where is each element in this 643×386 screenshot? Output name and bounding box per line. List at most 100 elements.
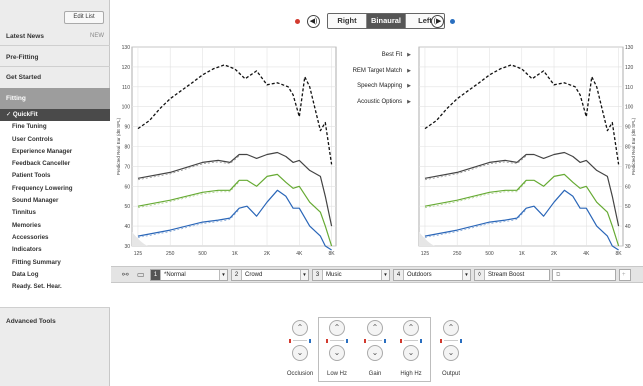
high-hz-down-button[interactable]: ⌄ xyxy=(403,345,419,361)
sidebar-item-ready-set-hear[interactable]: Ready. Set. Hear. xyxy=(12,283,62,291)
gain-curve xyxy=(424,151,620,227)
gain-curve xyxy=(424,189,619,251)
sidebar-item-indicators[interactable]: Indicators xyxy=(12,246,42,254)
program-3[interactable]: 3 Music ▼ xyxy=(312,269,390,281)
sidebar-item-quickfit[interactable]: ✓ QuickFit xyxy=(0,109,110,122)
sidebar-item-data-log[interactable]: Data Log xyxy=(12,270,39,278)
x-tick-label: 1K xyxy=(232,251,239,257)
sidebar-item-frequency-lowering[interactable]: Frequency Lowering xyxy=(12,184,73,192)
sidebar-item-fitting[interactable]: Fitting xyxy=(0,88,110,109)
y-tick-label: 90 xyxy=(124,125,130,131)
sidebar-item-latest-news[interactable]: Latest News NEW xyxy=(0,33,110,40)
y-tick-label: 30 xyxy=(625,244,631,250)
high-hz-up-button[interactable]: ⌃ xyxy=(403,320,419,336)
mpo-line xyxy=(424,64,620,165)
link-icon[interactable]: ⚯ xyxy=(122,270,129,279)
output-up-button[interactable]: ⌃ xyxy=(443,320,459,336)
main-panel: ◀) Right Binaural Left (▶ 30 40 50 60 70 80 90… xyxy=(111,0,643,386)
sidebar-item-advanced-tools[interactable]: Advanced Tools xyxy=(6,318,56,325)
chevron-up-icon: ⌃ xyxy=(407,323,415,332)
dropdown-arrow-icon[interactable]: ▼ xyxy=(381,270,389,280)
target-curve xyxy=(424,181,527,208)
divider xyxy=(0,66,110,67)
divider xyxy=(0,45,110,46)
occlusion-label: Occlusion xyxy=(286,371,314,377)
add-program-button[interactable]: + xyxy=(619,269,631,281)
sidebar-item-sound-manager[interactable]: Sound Manager xyxy=(12,197,59,205)
program-empty-slot[interactable]: ⧉ xyxy=(552,269,616,281)
rem-target-match-label: REM Target Match xyxy=(352,67,403,74)
gain-label: Gain xyxy=(368,371,382,377)
y-tick-label: 90 xyxy=(625,125,631,131)
program-number: 4 xyxy=(394,270,404,280)
occlusion-control: ⌃ ⌄ xyxy=(289,320,311,361)
binaural-button[interactable]: Binaural xyxy=(366,14,405,28)
fine-tuning-controls: ⌃ ⌄ ⌃ ⌄ ⌃ ⌄ ⌃ ⌄ ⌃ ⌄ Occlusion Low Hz Gai… xyxy=(111,283,643,386)
sidebar-item-experience-manager[interactable]: Experience Manager xyxy=(12,147,73,155)
low-hz-up-button[interactable]: ⌃ xyxy=(329,320,345,336)
high-hz-label: High Hz xyxy=(400,371,422,377)
x-tick-label: 1K xyxy=(519,251,526,257)
best-fit-button[interactable]: Best Fit ▶ xyxy=(339,48,411,64)
program-2[interactable]: 2 Crowd ▼ xyxy=(231,269,309,281)
x-tick-label: 2K xyxy=(264,251,271,257)
dropdown-arrow-icon[interactable]: ▼ xyxy=(219,270,227,280)
speech-mapping-label: Speech Mapping xyxy=(357,83,403,89)
target-curve xyxy=(424,155,527,181)
acoustic-options-button[interactable]: Acoustic Options ▶ xyxy=(339,95,411,111)
low-hz-control: ⌃ ⌄ xyxy=(326,320,348,361)
right-ear-chart: 30 40 50 60 70 80 90 100 110 120 130 125 250 500 1K 2K 4… xyxy=(116,45,337,257)
sidebar-item-get-started[interactable]: Get Started xyxy=(6,74,42,81)
right-ear-button[interactable]: Right xyxy=(328,14,366,28)
graph-area: 30 40 50 60 70 80 90 100 110 120 130 125 250 500 1K 2K 4… xyxy=(111,40,643,266)
rem-target-match-button[interactable]: REM Target Match ▶ xyxy=(339,64,411,80)
low-hz-down-button[interactable]: ⌄ xyxy=(329,345,345,361)
x-tick-label: 500 xyxy=(485,251,494,257)
new-badge: NEW xyxy=(90,33,104,39)
program-name: Crowd xyxy=(245,272,263,278)
y-tick-label: 130 xyxy=(122,45,131,51)
speech-mapping-button[interactable]: Speech Mapping ▶ xyxy=(339,79,411,95)
left-ear-dot xyxy=(450,19,455,24)
y-tick-label: 60 xyxy=(625,184,631,190)
gain-down-button[interactable]: ⌄ xyxy=(367,345,383,361)
chevron-up-icon: ⌃ xyxy=(333,323,341,332)
chevron-down-icon: ⌄ xyxy=(371,348,379,357)
gain-up-button[interactable]: ⌃ xyxy=(367,320,383,336)
edit-list-button[interactable]: Edit List xyxy=(64,11,104,24)
program-name: Stream Boost xyxy=(488,272,525,278)
sidebar-item-user-controls[interactable]: User Controls xyxy=(12,135,53,143)
y-tick-label: 110 xyxy=(625,85,633,91)
sidebar-item-memories[interactable]: Memories xyxy=(12,221,41,229)
y-tick-label: 70 xyxy=(124,164,130,170)
sidebar-item-pre-fitting[interactable]: Pre-Fitting xyxy=(6,54,39,61)
sidebar-item-accessories[interactable]: Accessories xyxy=(12,233,49,241)
occlusion-indicator xyxy=(289,338,311,343)
dropdown-arrow-icon[interactable]: ▼ xyxy=(300,270,308,280)
sidebar: Edit List Latest News NEW Pre-Fitting Ge… xyxy=(0,0,110,386)
sidebar-item-feedback-canceller[interactable]: Feedback Canceller xyxy=(12,160,71,168)
sidebar-item-patient-tools[interactable]: Patient Tools xyxy=(12,172,51,180)
program-1[interactable]: 1 *Normal ▼ xyxy=(150,269,228,281)
program-name: Outdoors xyxy=(407,272,432,278)
gain-curve xyxy=(137,173,333,247)
sidebar-item-tinnitus[interactable]: Tinnitus xyxy=(12,209,36,217)
acoustic-options-label: Acoustic Options xyxy=(357,98,403,105)
output-down-button[interactable]: ⌄ xyxy=(443,345,459,361)
sidebar-item-fine-tuning[interactable]: Fine Tuning xyxy=(12,123,47,131)
right-speaker-icon[interactable]: ◀) xyxy=(307,15,320,28)
dropdown-arrow-icon[interactable]: ▼ xyxy=(462,270,470,280)
y-tick-label: 120 xyxy=(625,65,634,71)
occlusion-down-button[interactable]: ⌄ xyxy=(292,345,308,361)
left-speaker-icon[interactable]: (▶ xyxy=(431,15,444,28)
shaded-region xyxy=(419,232,435,246)
gain-curve xyxy=(137,189,332,251)
y-tick-label: 80 xyxy=(124,145,130,151)
sidebar-item-fitting-summary[interactable]: Fitting Summary xyxy=(12,258,61,266)
program-4[interactable]: 4 Outdoors ▼ xyxy=(393,269,471,281)
program-stream-boost[interactable]: ◊ Stream Boost xyxy=(474,269,550,281)
output-indicator xyxy=(440,338,462,343)
chat-icon[interactable]: ▭ xyxy=(137,270,145,279)
x-tick-label: 4K xyxy=(296,251,303,257)
occlusion-up-button[interactable]: ⌃ xyxy=(292,320,308,336)
